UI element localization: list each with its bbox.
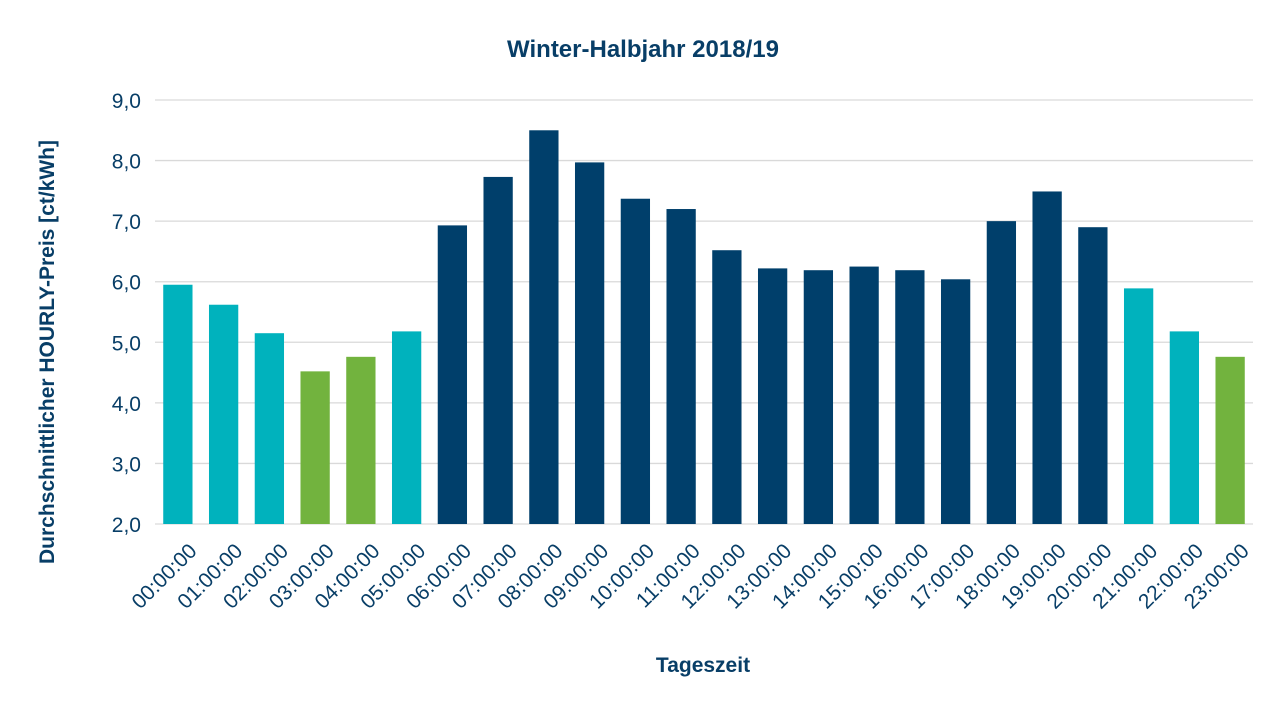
bar-00 [163, 284, 193, 524]
y-tick-label: 7,0 [112, 211, 141, 234]
y-tick-label: 2,0 [112, 514, 141, 537]
y-axis-ticks: 2,0 3,0 4,0 5,0 6,0 7,0 8,0 9,0 [112, 90, 141, 537]
bar-22 [1169, 331, 1200, 524]
bars [163, 130, 1245, 525]
bar-13 [757, 268, 788, 524]
x-axis-ticks: 00:00:0001:00:0002:00:0003:00:0004:00:00… [128, 539, 1254, 613]
gridlines [155, 99, 1253, 525]
y-tick-label: 8,0 [112, 151, 141, 174]
bar-02 [254, 333, 285, 524]
y-tick-label: 6,0 [112, 272, 141, 295]
bar-05 [391, 331, 422, 524]
bar-10 [620, 198, 651, 524]
bar-20 [1078, 227, 1108, 524]
y-tick-label: 5,0 [112, 332, 141, 355]
bar-18 [986, 221, 1017, 524]
bar-19 [1032, 191, 1062, 524]
bar-23 [1215, 356, 1245, 524]
bar-16 [895, 270, 925, 524]
y-tick-label: 3,0 [112, 453, 141, 476]
bar-12 [712, 250, 742, 524]
x-axis-title: Tageszeit [656, 654, 750, 677]
bar-17 [940, 279, 971, 524]
chart-title: Winter-Halbjahr 2018/19 [507, 36, 779, 63]
bar-06 [437, 225, 468, 524]
bar-09 [574, 162, 605, 525]
bar-07 [483, 176, 513, 524]
bar-03 [300, 371, 330, 524]
bar-21 [1123, 288, 1154, 524]
y-axis-title: Durchschnittlicher HOURLY-Preis [ct/kWh] [36, 140, 59, 564]
bar-15 [849, 266, 879, 524]
bar-04 [346, 356, 376, 524]
y-tick-label: 9,0 [112, 90, 141, 113]
y-tick-label: 4,0 [112, 393, 141, 416]
bar-11 [666, 209, 696, 524]
bar-14 [803, 270, 834, 524]
bar-08 [529, 130, 559, 525]
bar-01 [208, 304, 239, 524]
